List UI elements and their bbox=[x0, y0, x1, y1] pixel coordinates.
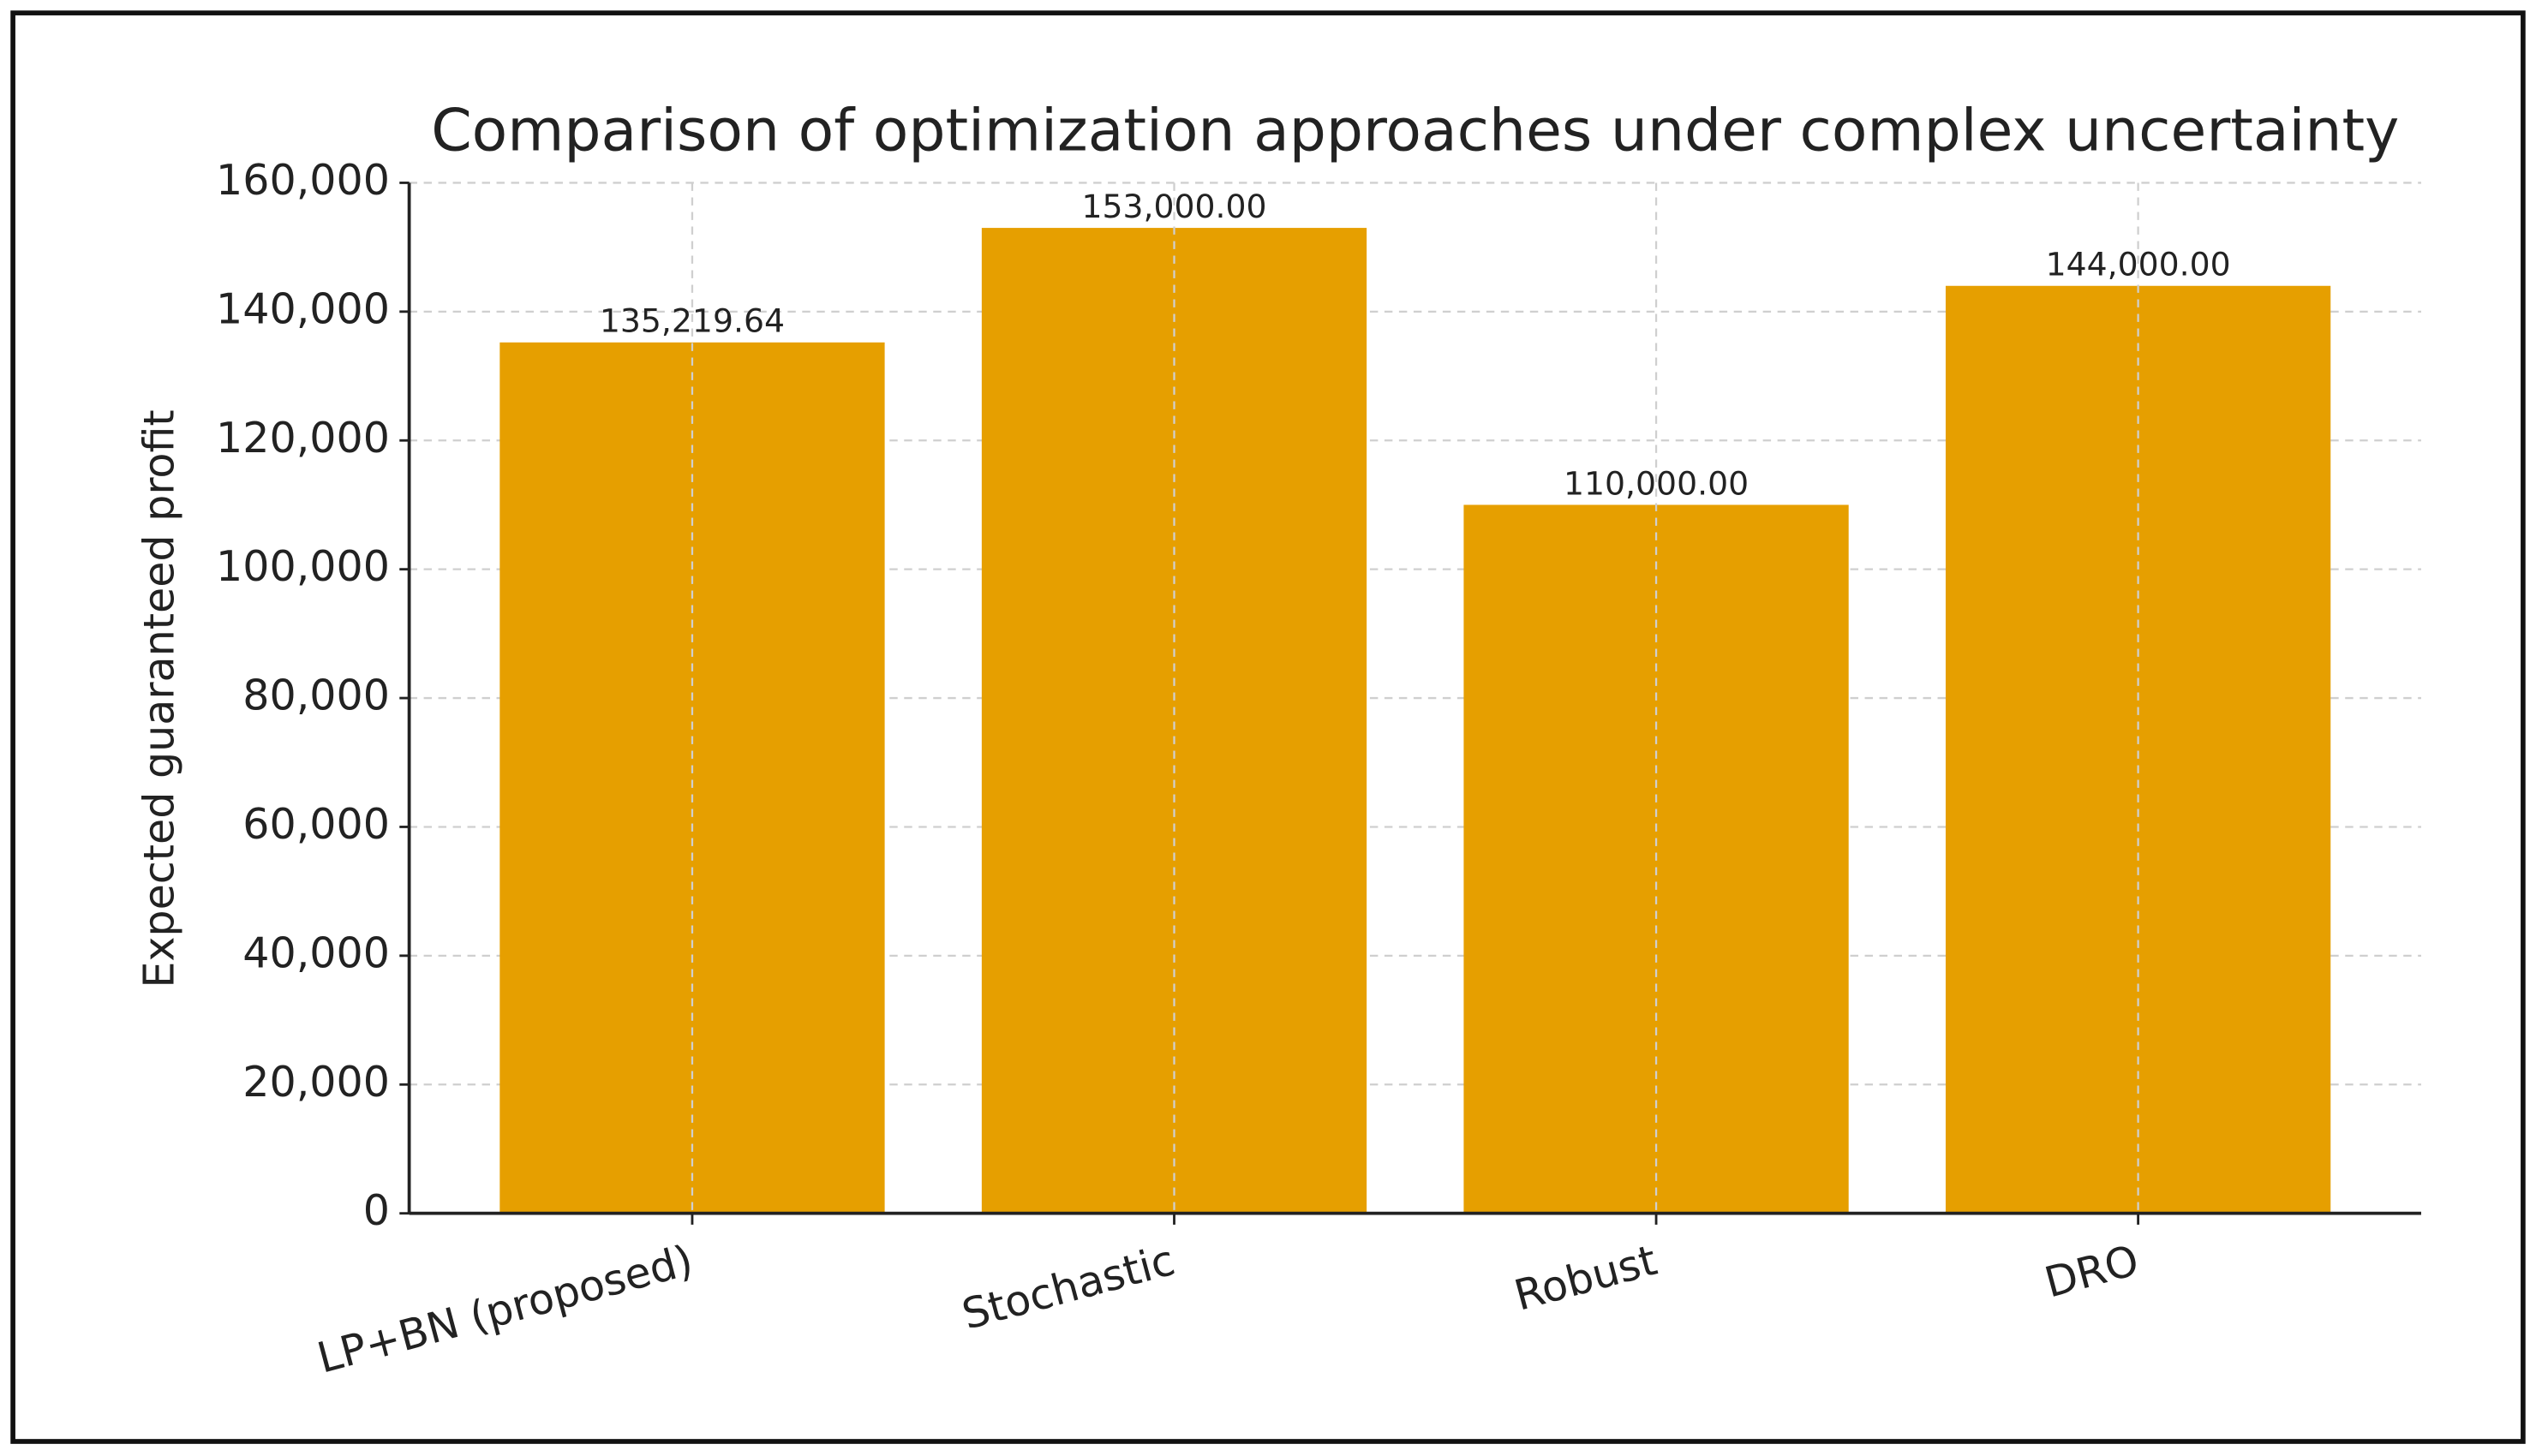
chart-title: Comparison of optimization approaches un… bbox=[431, 97, 2399, 164]
y-tick-label: 120,000 bbox=[216, 413, 390, 462]
y-tick-label: 60,000 bbox=[242, 799, 390, 849]
value-label: 110,000.00 bbox=[1564, 464, 1749, 502]
y-tick-label: 140,000 bbox=[216, 283, 390, 333]
value-label: 135,219.64 bbox=[600, 302, 785, 340]
bar bbox=[499, 342, 885, 1214]
value-label: 144,000.00 bbox=[2046, 246, 2231, 283]
value-label: 153,000.00 bbox=[1081, 188, 1266, 225]
y-tick-label: 40,000 bbox=[242, 928, 390, 977]
y-tick-label: 80,000 bbox=[242, 671, 390, 720]
y-tick-label: 100,000 bbox=[216, 541, 390, 591]
y-tick-label: 0 bbox=[363, 1185, 390, 1235]
y-axis-label: Expected guaranteed profit bbox=[134, 409, 183, 988]
y-tick-label: 20,000 bbox=[242, 1057, 390, 1107]
y-tick-label: 160,000 bbox=[216, 155, 390, 205]
